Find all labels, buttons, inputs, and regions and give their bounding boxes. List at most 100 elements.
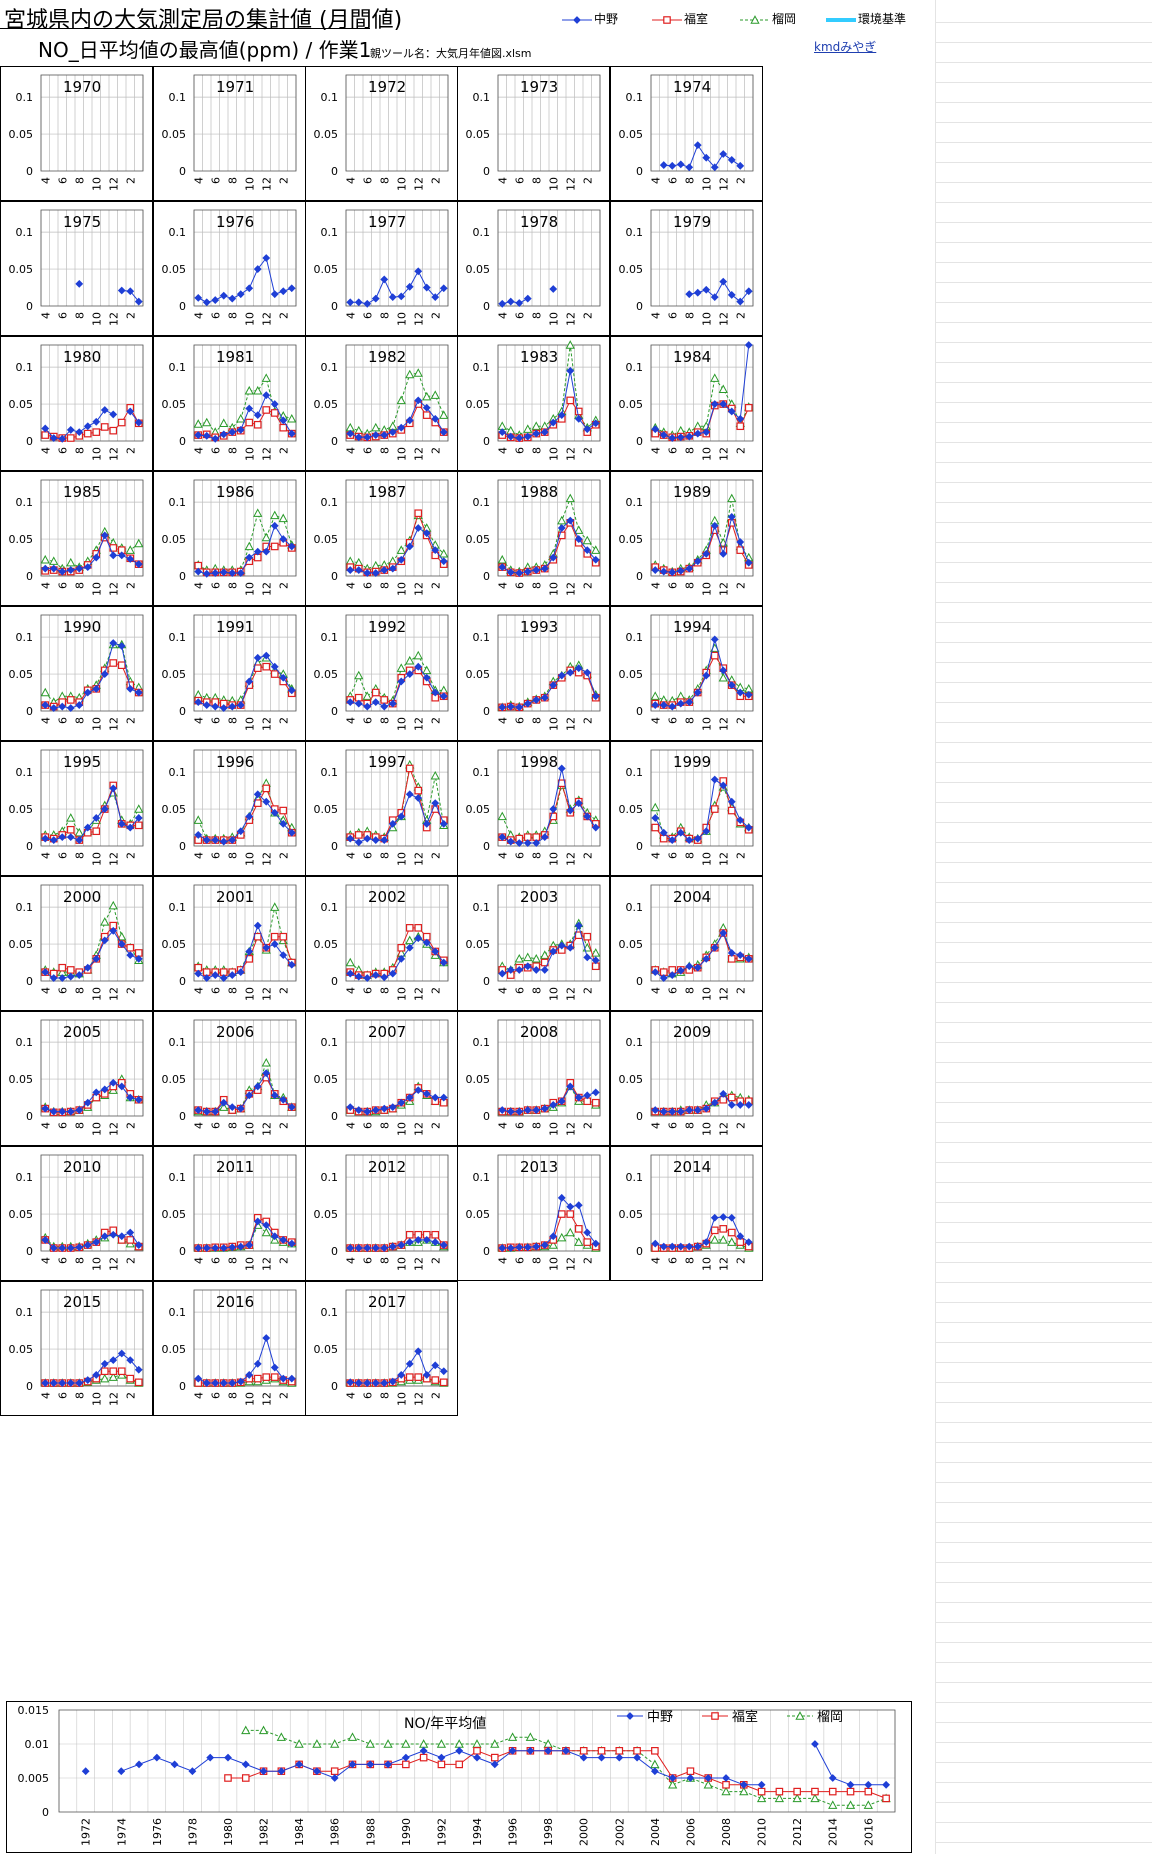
- data-point: [74, 827, 84, 837]
- y-tick-label: 0: [26, 435, 33, 448]
- x-tick-label: 10: [90, 447, 103, 461]
- data-point: [41, 834, 50, 843]
- data-point: [431, 546, 440, 555]
- y-tick-label: 0.1: [321, 1306, 339, 1319]
- data-point: [236, 290, 245, 299]
- y-tick-label: 0: [179, 1380, 186, 1393]
- plot-frame: [650, 74, 754, 172]
- y-tick-label: 0.1: [16, 1306, 34, 1319]
- y-tick-label: 0.1: [16, 361, 34, 374]
- sheet-gridline: [935, 422, 1152, 423]
- plot-frame: [193, 344, 297, 442]
- sheet-gridline: [935, 1402, 1152, 1403]
- data-point: [668, 1779, 678, 1789]
- data-point: [253, 1359, 262, 1368]
- x-tick-label: 10: [243, 987, 256, 1001]
- data-point: [202, 701, 211, 709]
- data-point: [523, 699, 532, 708]
- data-point: [228, 702, 237, 711]
- panel-year-label: 1979: [673, 213, 711, 231]
- data-point: [83, 963, 92, 972]
- data-point: [202, 836, 211, 844]
- y-tick-label: 0: [331, 840, 338, 853]
- data-point: [202, 1379, 211, 1387]
- data-point: [58, 1244, 67, 1252]
- series: [498, 764, 600, 847]
- data-point: [371, 971, 380, 979]
- data-point: [431, 799, 440, 808]
- data-point: [270, 400, 279, 408]
- data-point: [244, 541, 254, 551]
- data-point: [719, 929, 728, 937]
- y-tick-label: 0.1: [16, 631, 34, 644]
- sheet-gridline: [935, 202, 1152, 203]
- data-point: [219, 974, 228, 982]
- data-point: [523, 294, 532, 303]
- x-tick-label: 2: [124, 447, 137, 454]
- sheet-gridline: [935, 62, 1152, 63]
- data-point: [710, 775, 719, 784]
- panel-1995: 0 0.05 0.1 4 6 8 10 12 2 1995: [0, 741, 153, 876]
- y-tick-label: 0: [331, 1245, 338, 1258]
- data-point: [109, 410, 118, 419]
- sheet-gridline: [935, 582, 1152, 583]
- data-point: [574, 664, 583, 673]
- x-tick-label: 2: [734, 312, 747, 319]
- data-point: [736, 538, 745, 546]
- page-subtitle: NO_日平均値の最高値(ppm) / 作業1: [38, 38, 372, 62]
- data-point: [651, 566, 660, 574]
- data-point: [702, 549, 711, 558]
- x-tick-label: 2: [429, 852, 442, 859]
- data-point: [430, 770, 440, 780]
- data-point: [228, 1103, 237, 1112]
- data-point: [439, 410, 449, 419]
- data-point: [523, 567, 532, 576]
- x-tick-label: 4: [496, 582, 509, 589]
- data-point: [473, 1746, 481, 1755]
- data-point: [388, 293, 397, 302]
- data-point: [405, 1238, 414, 1247]
- data-point: [439, 557, 448, 566]
- x-tick-label: 6: [361, 1257, 374, 1264]
- data-point: [685, 1106, 694, 1114]
- data-point: [371, 698, 380, 707]
- x-tick-label: 12: [412, 447, 425, 461]
- x-tick-label: 8: [73, 1122, 86, 1129]
- plot-frame: [650, 1154, 754, 1252]
- series: [498, 1082, 600, 1116]
- data-point: [253, 1082, 262, 1091]
- x-tick-label: 12: [107, 717, 120, 731]
- data-point: [719, 400, 728, 408]
- data-point: [414, 786, 423, 795]
- x-tick-label: 8: [226, 312, 239, 319]
- y-tick-label: 0: [331, 1380, 338, 1393]
- data-point: [371, 294, 380, 303]
- sheet-gridline: [935, 1022, 1152, 1023]
- tool-name: 親ツール名：大気月年値図.xlsm: [370, 47, 532, 60]
- plot-frame: [650, 749, 754, 847]
- x-tick-label: 6: [209, 447, 222, 454]
- data-point: [668, 434, 677, 442]
- data-point: [591, 1239, 600, 1248]
- data-point: [663, 15, 671, 24]
- x-tick-label: 2: [124, 987, 137, 994]
- sheet-gridline: [935, 842, 1152, 843]
- data-point: [549, 418, 558, 427]
- x-tick-label: 12: [717, 852, 730, 866]
- data-point: [579, 1753, 588, 1762]
- x-tick-label: 4: [649, 312, 662, 319]
- author-link[interactable]: kmdみやぎ: [814, 40, 877, 54]
- x-tick-label: 10: [547, 1257, 560, 1271]
- y-tick-label: 0.05: [162, 398, 187, 411]
- x-tick-label: 10: [243, 447, 256, 461]
- x-tick-label: 4: [344, 582, 357, 589]
- data-point: [405, 943, 414, 952]
- panel-1992: 0 0.05 0.1 4 6 8 10 12 2 1992: [305, 606, 458, 741]
- y-tick-label: 0: [331, 1110, 338, 1123]
- x-tick-label: 8: [73, 177, 86, 184]
- data-point: [668, 161, 677, 170]
- panel-1973: 0 0.05 0.1 4 6 8 10 12 2 1973: [457, 66, 610, 201]
